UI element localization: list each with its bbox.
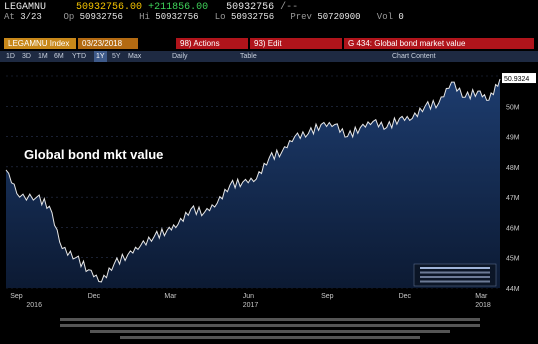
legend-entry [420,271,490,274]
y-tick-label: 49M [506,135,520,142]
chart-title: G 434: Global bond market value [344,38,534,49]
footer-line [60,324,480,327]
prev-label: Prev [290,12,312,22]
tab-1y[interactable]: 1Y [94,51,107,62]
volume-label: Vol [376,12,393,22]
x-year-label: 2016 [26,302,42,308]
quote-header: LEGAMNU 50932756.00 +211856.00 50932756 … [0,0,538,22]
x-tick-label: Dec [88,293,101,300]
prev-value: 50720900 [317,12,361,22]
date-range-field[interactable]: 03/23/2018 [78,38,138,49]
last-price: 50932756.00 [76,2,143,13]
last-price-2: 50932756 [226,2,275,13]
x-tick-label: Sep [10,293,23,300]
frequency-select[interactable]: Daily [172,53,188,60]
footer [0,312,538,344]
y-tick-label: 50M [506,104,520,111]
legend [413,263,497,287]
edit-button[interactable]: 93) Edit [250,38,342,49]
y-tick-label: 44M [506,286,520,293]
x-year-label: 2017 [243,302,259,308]
chart-annotation: Global bond mkt value [24,147,164,162]
command-toolbar: LEGAMNU Index 03/23/2018 98) Actions 93)… [0,38,538,49]
x-tick-label: Mar [475,293,488,300]
line-area-chart: 44M 45M 46M 47M 48M 49M 50M 50.9324 Sep Dec Mar Ju… [5,73,536,308]
y-tick-label: 46M [506,225,520,232]
actions-menu-button[interactable]: 98) Actions [176,38,248,49]
timeframe-bar: 1D 3D 1M 6M YTD 1Y 5Y Max Daily Table Ch… [0,51,538,62]
x-axis: Sep Dec Mar Jun Sep Dec Mar 2016 2017 2018 [10,293,491,308]
current-value-label: 50.9324 [504,76,529,83]
low-value: 50932756 [230,12,275,22]
volume-value: 0 [398,12,404,22]
tab-5y[interactable]: 5Y [112,53,121,60]
y-tick-label: 48M [506,165,520,172]
price-suffix: /-- [280,2,299,13]
legend-entry [420,276,490,278]
x-tick-label: Dec [399,293,412,300]
current-value-tag [502,73,536,84]
series-area [6,79,500,288]
at-time: 3/23 [20,12,42,22]
tab-1m[interactable]: 1M [38,53,48,60]
low-label: Lo [214,12,226,22]
x-year-label: 2018 [475,302,491,308]
y-tick-label: 45M [506,256,520,263]
high-label: Hi [139,12,150,22]
legend-entry [420,267,490,269]
chart-area: 44M 45M 46M 47M 48M 49M 50M 50.9324 Sep Dec Mar Ju… [0,68,538,308]
y-axis: 44M 45M 46M 47M 48M 49M 50M 50.9324 [502,73,536,293]
tab-1d[interactable]: 1D [6,53,15,60]
chart-content-button[interactable]: Chart Content [392,53,436,60]
legend-entry [420,280,490,283]
footer-line [120,336,420,339]
tab-3d[interactable]: 3D [22,53,31,60]
open-label: Op [63,12,75,22]
x-tick-label: Sep [321,293,334,300]
index-field[interactable]: LEGAMNU Index [4,38,76,49]
at-label: At [4,12,15,22]
high-value: 50932756 [155,12,199,22]
x-tick-label: Mar [164,293,177,300]
ticker: LEGAMNU [4,2,47,13]
footer-line [90,330,450,333]
tab-6m[interactable]: 6M [54,53,64,60]
y-tick-label: 47M [506,195,520,202]
series-line [5,78,501,283]
price-change: +211856.00 [148,2,209,13]
open-value: 50932756 [79,12,123,22]
footer-line [60,318,480,321]
table-button[interactable]: Table [240,53,257,60]
tab-ytd[interactable]: YTD [72,53,86,60]
tab-max[interactable]: Max [128,53,142,60]
x-tick-label: Jun [243,293,254,300]
